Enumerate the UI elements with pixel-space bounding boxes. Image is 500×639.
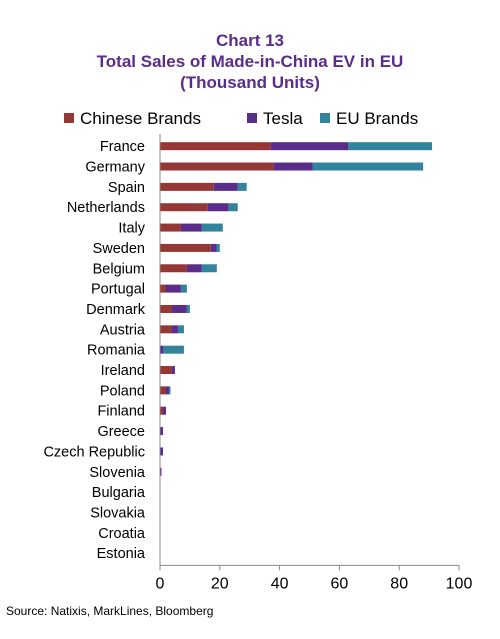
x-tick-label: 0: [156, 575, 165, 592]
bar-germany-1: [273, 162, 313, 171]
bar-denmark-1: [171, 304, 187, 313]
bar-portugal-2: [180, 284, 187, 293]
bar-denmark-0: [160, 304, 172, 313]
bar-sweden-1: [210, 243, 217, 252]
bar-france-1: [270, 142, 349, 151]
bar-slovenia-1: [160, 467, 162, 476]
category-label: Italy: [118, 221, 145, 237]
bar-romania-2: [162, 345, 184, 354]
category-label: Austria: [100, 322, 146, 338]
bar-netherlands-0: [160, 203, 208, 212]
bar-sweden-2: [216, 243, 220, 252]
bar-austria-0: [160, 325, 172, 334]
bar-poland-1: [165, 386, 169, 395]
bar-italy-0: [160, 223, 181, 232]
chart-title-line-2: Total Sales of Made-in-China EV in EU: [96, 52, 404, 71]
bar-poland-2: [168, 386, 171, 395]
bar-italy-2: [201, 223, 223, 232]
bar-germany-2: [312, 162, 424, 171]
chart-svg: Chinese Brands Tesla EU Brands France German…: [43, 109, 473, 592]
legend-label-2: EU Brands: [336, 109, 418, 128]
bar-france-2: [348, 142, 433, 151]
bar-spain-2: [237, 182, 247, 191]
bar-spain-0: [160, 182, 214, 191]
bar-sweden-0: [160, 243, 211, 252]
source-note: Source: Natixis, MarkLines, Bloomberg: [6, 604, 214, 618]
category-label: Poland: [100, 383, 145, 399]
category-label: Estonia: [97, 546, 146, 562]
bar-belgium-1: [186, 264, 202, 273]
bar-france-0: [160, 142, 271, 151]
bar-austria-1: [171, 325, 178, 334]
category-label: Croatia: [98, 526, 146, 542]
category-label: Romania: [87, 343, 146, 359]
bar-denmark-2: [186, 304, 190, 313]
bar-netherlands-2: [228, 203, 238, 212]
x-tick-label: 60: [331, 575, 349, 592]
category-label: Slovenia: [89, 465, 146, 481]
category-label: Portugal: [91, 282, 145, 298]
chart-title-line-1: Chart 13: [215, 31, 285, 50]
x-tick-label: 100: [446, 575, 473, 592]
bar-belgium-2: [201, 264, 217, 273]
bar-spain-1: [213, 182, 238, 191]
category-label: Ireland: [101, 363, 145, 379]
legend-label-1: Tesla: [263, 109, 303, 128]
legend-swatch-1: [247, 113, 257, 123]
category-label: Germany: [85, 160, 145, 176]
bar-netherlands-1: [207, 203, 229, 212]
bar-ireland-1: [171, 366, 175, 375]
category-label: Netherlands: [67, 200, 145, 216]
bar-portugal-1: [165, 284, 181, 293]
bar-finland-1: [162, 406, 166, 415]
legend-label-0: Chinese Brands: [80, 109, 201, 128]
legend-swatch-0: [64, 113, 74, 123]
category-label: Sweden: [93, 241, 145, 257]
bar-finland-0: [160, 406, 163, 415]
category-label: Finland: [97, 404, 145, 420]
bar-germany-0: [160, 162, 274, 171]
bar-greece-1: [160, 427, 163, 436]
x-tick-label: 40: [271, 575, 289, 592]
bar-czech-republic-1: [160, 447, 163, 456]
legend-swatch-2: [320, 113, 330, 123]
bar-austria-2: [177, 325, 184, 334]
chart-title-line-3: (Thousand Units): [180, 73, 320, 92]
category-label: Belgium: [93, 261, 145, 277]
category-label: Spain: [108, 180, 145, 196]
bar-romania-1: [160, 345, 163, 354]
category-label: France: [100, 139, 145, 155]
category-label: Denmark: [86, 302, 146, 318]
category-label: Slovakia: [90, 505, 146, 521]
category-label: Greece: [97, 424, 145, 440]
bar-italy-1: [180, 223, 202, 232]
bar-poland-0: [160, 386, 166, 395]
category-label: Bulgaria: [92, 485, 146, 501]
bar-ireland-0: [160, 366, 172, 375]
bar-portugal-0: [160, 284, 166, 293]
x-tick-label: 20: [211, 575, 229, 592]
bar-belgium-0: [160, 264, 187, 273]
category-label: Czech Republic: [43, 444, 145, 460]
x-tick-label: 80: [390, 575, 408, 592]
